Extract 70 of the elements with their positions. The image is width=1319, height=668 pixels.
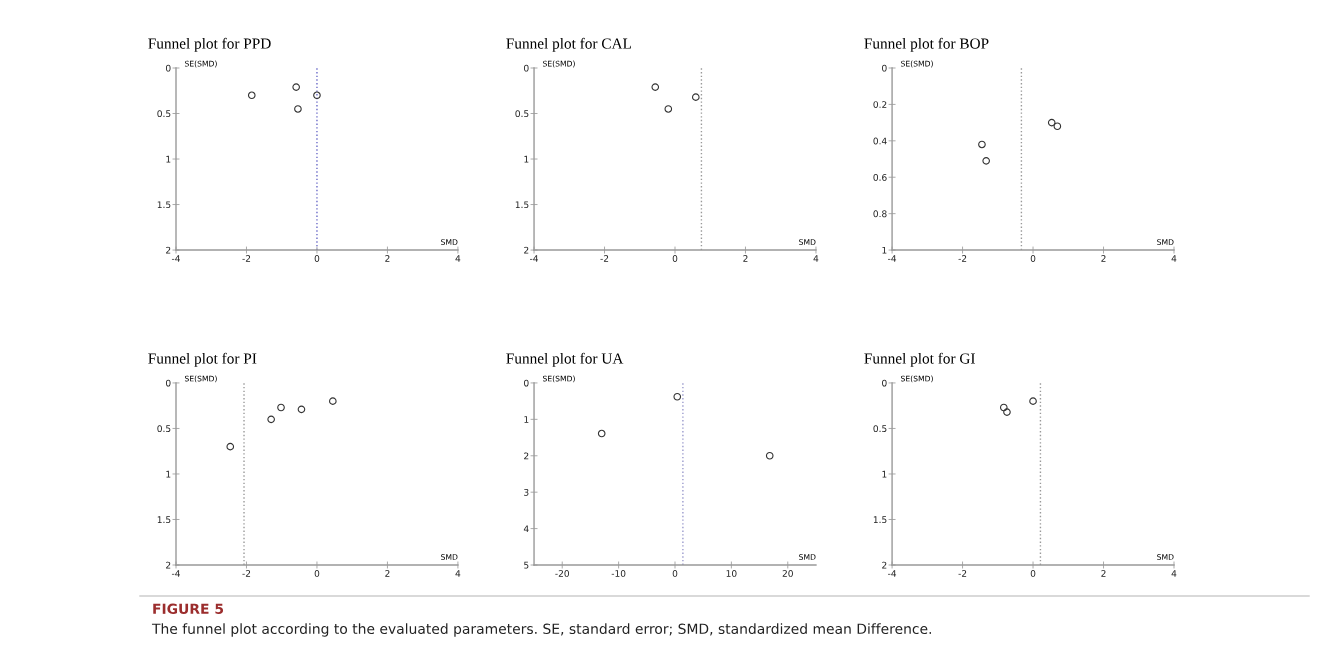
x-tick-label: 0 [1030, 570, 1036, 577]
y-tick-label: 2 [524, 246, 529, 254]
y-tick-label: 2 [166, 246, 171, 254]
y-tick-label: 0.4 [873, 137, 887, 145]
x-tick-label: -10 [611, 570, 626, 577]
x-tick-label: 4 [813, 255, 819, 262]
y-tick-label: 1.5 [873, 516, 887, 524]
x-tick-label: 0 [314, 570, 320, 577]
y-tick-label: 3 [524, 488, 529, 496]
y-tick-label: 2 [166, 561, 171, 569]
y-tick-label: 2 [524, 452, 529, 460]
x-tick-label: 0 [672, 255, 678, 262]
y-tick-label: 2 [882, 561, 887, 569]
x-tick-label: -4 [171, 570, 180, 577]
y-tick-label: 0.5 [157, 425, 171, 433]
x-tick-label: 2 [743, 255, 748, 262]
chart-title: Funnel plot for CAL [506, 37, 631, 52]
x-tick-label: -2 [600, 255, 609, 262]
y-tick-label: 5 [524, 561, 529, 569]
chart-title: Funnel plot for BOP [864, 37, 989, 52]
y-tick-label: 0 [882, 64, 887, 72]
caption: FIGURE 5 [153, 603, 224, 615]
y-tick-label: 4 [523, 525, 529, 533]
y-tick-label: 0.8 [873, 210, 887, 218]
x-tick-label: 2 [1101, 255, 1106, 262]
y-tick-label: 1 [882, 246, 887, 254]
x-tick-label: -2 [958, 570, 967, 577]
y-tick-label: 0.5 [157, 110, 171, 118]
x-tick-label: 20 [782, 570, 793, 577]
y-tick-label: 1 [524, 155, 529, 163]
chart-title: Funnel plot for UA [506, 352, 624, 367]
y-tick-label: 1 [166, 155, 171, 163]
y-tick-label: 0 [524, 379, 529, 387]
y-tick-label: 1.5 [515, 201, 529, 209]
y-tick-label: 1 [882, 470, 887, 478]
y-tick-label: 0 [882, 379, 887, 387]
x-tick-label: 2 [385, 570, 390, 577]
y-tick-label: 0 [165, 64, 171, 72]
x-tick-label: 4 [1171, 570, 1177, 577]
x-tick-label: -20 [555, 570, 569, 577]
x-tick-label: -2 [242, 570, 251, 577]
y-tick-label: 0 [165, 379, 171, 387]
chart-title: Funnel plot for PPD [148, 37, 271, 52]
y-tick-label: 1 [524, 416, 529, 423]
chart-title: Funnel plot for GI [864, 352, 975, 367]
y-tick-label: 0 [524, 64, 529, 72]
x-tick-label: 0 [672, 570, 678, 577]
y-tick-label: 1.5 [157, 516, 171, 524]
x-tick-label: 0 [314, 255, 320, 262]
x-tick-label: 4 [455, 255, 461, 262]
x-tick-label: 2 [385, 255, 390, 262]
y-tick-label: 0.5 [515, 110, 529, 118]
y-tick-label: 0.6 [873, 173, 887, 181]
x-tick-label: 2 [1101, 570, 1106, 577]
x-tick-label: 4 [1171, 255, 1177, 262]
y-tick-label: 1.5 [157, 201, 171, 209]
x-tick-label: -4 [888, 570, 897, 577]
x-tick-label: -2 [242, 255, 251, 262]
x-tick-label: 0 [1030, 255, 1036, 262]
chart-title: Funnel plot for PI [148, 352, 257, 367]
y-tick-label: 0.2 [873, 101, 887, 108]
x-tick-label: -2 [958, 255, 967, 262]
x-tick-label: -4 [171, 255, 180, 262]
y-tick-label: 1 [166, 470, 171, 478]
x-tick-label: -4 [529, 255, 539, 262]
x-tick-label: -4 [888, 255, 897, 262]
text: The funnel plot according to the evaluated parameters. SE, standard error; SMD, standardized mean Difference. [151, 623, 932, 637]
x-tick-label: 10 [726, 570, 737, 577]
y-tick-label: 0.5 [873, 425, 887, 433]
x-tick-label: 4 [455, 570, 461, 577]
